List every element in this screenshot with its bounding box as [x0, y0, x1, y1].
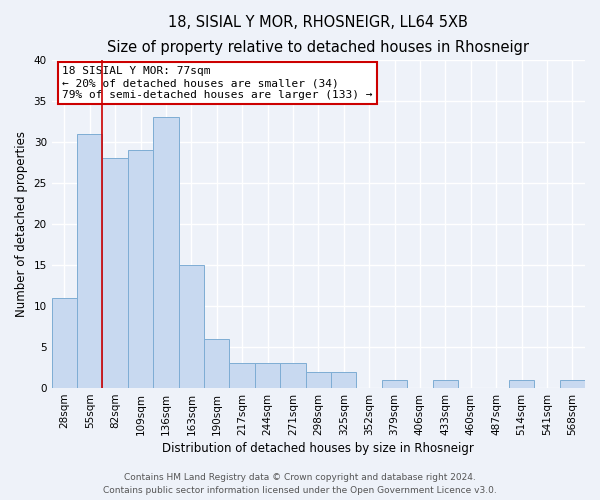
- Bar: [153, 118, 179, 388]
- Bar: [179, 265, 204, 388]
- Bar: [433, 380, 458, 388]
- Bar: [509, 380, 534, 388]
- Bar: [103, 158, 128, 388]
- Bar: [382, 380, 407, 388]
- Bar: [229, 364, 255, 388]
- Bar: [77, 134, 103, 388]
- Bar: [560, 380, 585, 388]
- Bar: [280, 364, 305, 388]
- Text: Contains HM Land Registry data © Crown copyright and database right 2024.
Contai: Contains HM Land Registry data © Crown c…: [103, 473, 497, 495]
- Bar: [305, 372, 331, 388]
- Title: 18, SISIAL Y MOR, RHOSNEIGR, LL64 5XB
Size of property relative to detached hous: 18, SISIAL Y MOR, RHOSNEIGR, LL64 5XB Si…: [107, 15, 529, 54]
- Bar: [331, 372, 356, 388]
- Y-axis label: Number of detached properties: Number of detached properties: [15, 131, 28, 317]
- Bar: [128, 150, 153, 388]
- Bar: [52, 298, 77, 388]
- Bar: [204, 339, 229, 388]
- Text: 18 SISIAL Y MOR: 77sqm
← 20% of detached houses are smaller (34)
79% of semi-det: 18 SISIAL Y MOR: 77sqm ← 20% of detached…: [62, 66, 373, 100]
- X-axis label: Distribution of detached houses by size in Rhosneigr: Distribution of detached houses by size …: [163, 442, 474, 455]
- Bar: [255, 364, 280, 388]
